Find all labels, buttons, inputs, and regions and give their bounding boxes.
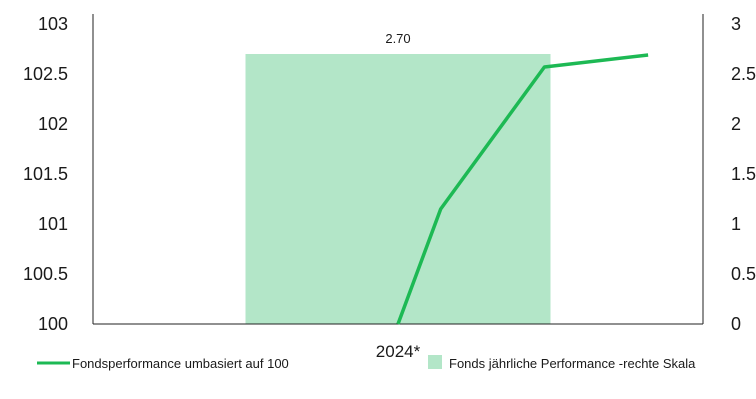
right-tick-label-2: 1 — [731, 214, 741, 234]
line-layer — [396, 53, 649, 325]
legend-bar-label: Fonds jährliche Performance -rechte Skal… — [449, 356, 696, 371]
left-tick-label-6: 103 — [38, 14, 68, 34]
left-axis-ticks: 100 100.5 101 101.5 102 102.5 103 — [23, 14, 68, 334]
right-tick-label-6: 3 — [731, 14, 741, 34]
left-tick-label-3: 101.5 — [23, 164, 68, 184]
legend: Fondsperformance umbasiert auf 100 Fonds… — [37, 355, 696, 371]
right-tick-label-4: 2 — [731, 114, 741, 134]
left-tick-label-5: 102.5 — [23, 64, 68, 84]
left-tick-label-0: 100 — [38, 314, 68, 334]
right-tick-label-0: 0 — [731, 314, 741, 334]
legend-item-bar: Fonds jährliche Performance -rechte Skal… — [428, 355, 696, 371]
category-label-0: 2024* — [376, 342, 421, 361]
legend-bar-swatch — [428, 355, 442, 369]
right-tick-label-1: 0.5 — [731, 264, 756, 284]
legend-line-label: Fondsperformance umbasiert auf 100 — [72, 356, 289, 371]
data-labels: 2.70 — [385, 31, 410, 46]
legend-item-line: Fondsperformance umbasiert auf 100 — [37, 356, 289, 371]
left-tick-label-2: 101 — [38, 214, 68, 234]
right-axis-ticks: 0 0.5 1 1.5 2 2.5 3 — [731, 14, 756, 334]
line-series — [396, 53, 649, 325]
right-tick-label-5: 2.5 — [731, 64, 756, 84]
bars — [245, 54, 551, 324]
bar-0 — [245, 54, 551, 324]
category-labels: 2024* — [376, 342, 421, 361]
plot-frame — [92, 14, 704, 324]
bar-data-label-0: 2.70 — [385, 31, 410, 46]
right-tick-label-3: 1.5 — [731, 164, 756, 184]
left-tick-label-1: 100.5 — [23, 264, 68, 284]
left-tick-label-4: 102 — [38, 114, 68, 134]
